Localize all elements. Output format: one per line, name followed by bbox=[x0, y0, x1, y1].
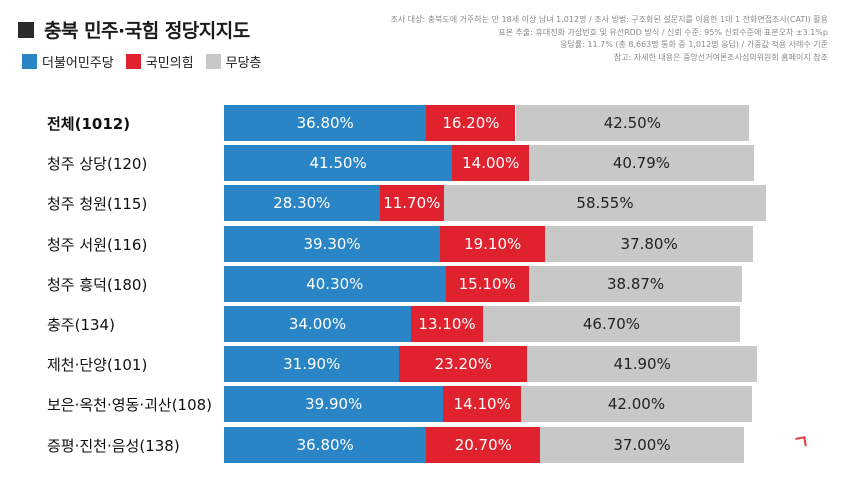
data-label: 34.00% bbox=[288, 315, 347, 333]
bar-segment-democratic: 31.90% bbox=[224, 346, 400, 383]
bar-segment-ppp: 23.20% bbox=[399, 346, 528, 383]
category-label: 청주 흥덕(180) bbox=[47, 275, 148, 294]
title-square-icon bbox=[18, 21, 34, 38]
bar-segment-independent: 38.87% bbox=[528, 265, 743, 302]
bar-segment-democratic: 39.90% bbox=[224, 386, 444, 423]
legend-item-independent: 무당층 bbox=[205, 52, 262, 71]
legend: 더불어민주당 국민의힘 무당층 bbox=[22, 52, 274, 71]
data-label: 42.00% bbox=[607, 395, 666, 414]
data-label: 23.20% bbox=[434, 355, 492, 374]
bar-segment-ppp: 19.10% bbox=[440, 225, 546, 262]
watermark-arrow-icon bbox=[795, 436, 807, 448]
data-label: 20.70% bbox=[454, 435, 512, 454]
data-label: 14.10% bbox=[453, 395, 511, 414]
bar-segment-democratic: 36.80% bbox=[224, 426, 427, 463]
survey-notes: 조사 대상: 충북도에 거주하는 만 18세 이상 남녀 1,012명 / 조사… bbox=[390, 14, 828, 64]
survey-note-line: 표본 추출: 휴대전화 가상번호 및 유선RDD 방식 / 신뢰 수준: 95%… bbox=[498, 27, 828, 37]
title-block: 충북 민주·국힘 정당지지도 bbox=[18, 16, 250, 43]
data-label: 46.70% bbox=[582, 315, 641, 333]
data-label: 58.55% bbox=[576, 194, 634, 213]
data-label: 11.70% bbox=[383, 194, 441, 213]
data-label: 41.90% bbox=[613, 355, 671, 374]
data-label: 14.00% bbox=[462, 154, 520, 173]
bar-segment-independent: 46.70% bbox=[483, 306, 740, 342]
bar-segment-independent: 40.79% bbox=[529, 145, 754, 182]
legend-swatch-independent bbox=[205, 54, 221, 69]
category-label: 전체(1012) bbox=[47, 115, 131, 133]
data-label: 40.30% bbox=[306, 274, 364, 293]
legend-label-independent: 무당층 bbox=[225, 56, 262, 71]
legend-item-ppp: 국민의힘 bbox=[125, 52, 194, 71]
survey-note-line: 참고: 자세한 내용은 중앙선거여론조사심의위원회 홈페이지 참조 bbox=[613, 52, 828, 62]
legend-label-ppp: 국민의힘 bbox=[145, 56, 194, 71]
category-label: 청주 청원(115) bbox=[47, 195, 148, 214]
bar-segment-democratic: 41.50% bbox=[224, 145, 453, 182]
data-label: 38.87% bbox=[606, 274, 665, 293]
watermark-logo: 중부 bbox=[745, 449, 790, 474]
data-label: 15.10% bbox=[458, 274, 516, 293]
bar-segment-democratic: 28.30% bbox=[224, 185, 380, 222]
bar-segment-democratic: 36.80% bbox=[224, 105, 427, 141]
survey-note-line: 조사 대상: 충북도에 거주하는 만 18세 이상 남녀 1,012명 / 조사… bbox=[390, 15, 828, 24]
bar-segment-ppp: 16.20% bbox=[426, 105, 516, 141]
category-label: 청주 서원(116) bbox=[47, 235, 148, 254]
category-label: 보은·옥천·영동·괴산(108) bbox=[47, 396, 213, 415]
category-label: 청주 상당(120) bbox=[47, 155, 148, 174]
category-label: 증평·진천·음성(138) bbox=[47, 436, 180, 455]
data-label: 41.50% bbox=[309, 154, 367, 173]
bar-segment-independent: 42.00% bbox=[521, 386, 752, 423]
bar-segment-democratic: 40.30% bbox=[224, 265, 446, 302]
bar-segment-independent: 42.50% bbox=[515, 105, 750, 141]
data-label: 19.10% bbox=[464, 234, 522, 253]
legend-swatch-democratic bbox=[22, 54, 37, 69]
survey-note-line: 응답률: 11.7% (총 8,663명 통화 중 1,012명 응답) / 가… bbox=[560, 40, 828, 49]
category-label: 제천·단양(101) bbox=[47, 356, 148, 375]
data-label: 36.80% bbox=[296, 435, 354, 454]
bar-segment-independent: 58.55% bbox=[444, 185, 767, 222]
bar-segment-democratic: 34.00% bbox=[224, 306, 411, 342]
data-label: 42.50% bbox=[603, 114, 661, 132]
bar-segment-independent: 37.80% bbox=[545, 225, 754, 262]
bar-segment-ppp: 20.70% bbox=[426, 426, 541, 463]
data-label: 39.90% bbox=[305, 395, 363, 414]
data-label: 37.00% bbox=[613, 435, 671, 454]
data-label: 37.80% bbox=[620, 234, 678, 253]
data-label: 39.30% bbox=[303, 234, 361, 253]
data-label: 31.90% bbox=[283, 355, 341, 374]
bar-segment-ppp: 11.70% bbox=[379, 185, 444, 222]
bar-segment-ppp: 14.00% bbox=[452, 145, 530, 182]
legend-swatch-ppp bbox=[125, 54, 141, 69]
data-label: 16.20% bbox=[442, 114, 500, 132]
chart-title: 충북 민주·국힘 정당지지도 bbox=[44, 20, 250, 42]
data-label: 28.30% bbox=[273, 194, 331, 213]
bar-segment-independent: 37.00% bbox=[540, 426, 744, 463]
bar-segment-ppp: 13.10% bbox=[411, 306, 484, 342]
data-label: 36.80% bbox=[296, 114, 354, 132]
data-label: 13.10% bbox=[418, 315, 476, 333]
data-label: 40.79% bbox=[612, 154, 671, 173]
bar-segment-ppp: 14.10% bbox=[443, 386, 521, 423]
legend-label-democratic: 더불어민주당 bbox=[42, 56, 114, 71]
bar-segment-democratic: 39.30% bbox=[224, 225, 441, 262]
bar-segment-ppp: 15.10% bbox=[445, 265, 529, 302]
bar-segment-independent: 41.90% bbox=[527, 346, 758, 383]
legend-item-democratic: 더불어민주당 bbox=[22, 52, 114, 71]
category-label: 충주(134) bbox=[47, 316, 115, 334]
